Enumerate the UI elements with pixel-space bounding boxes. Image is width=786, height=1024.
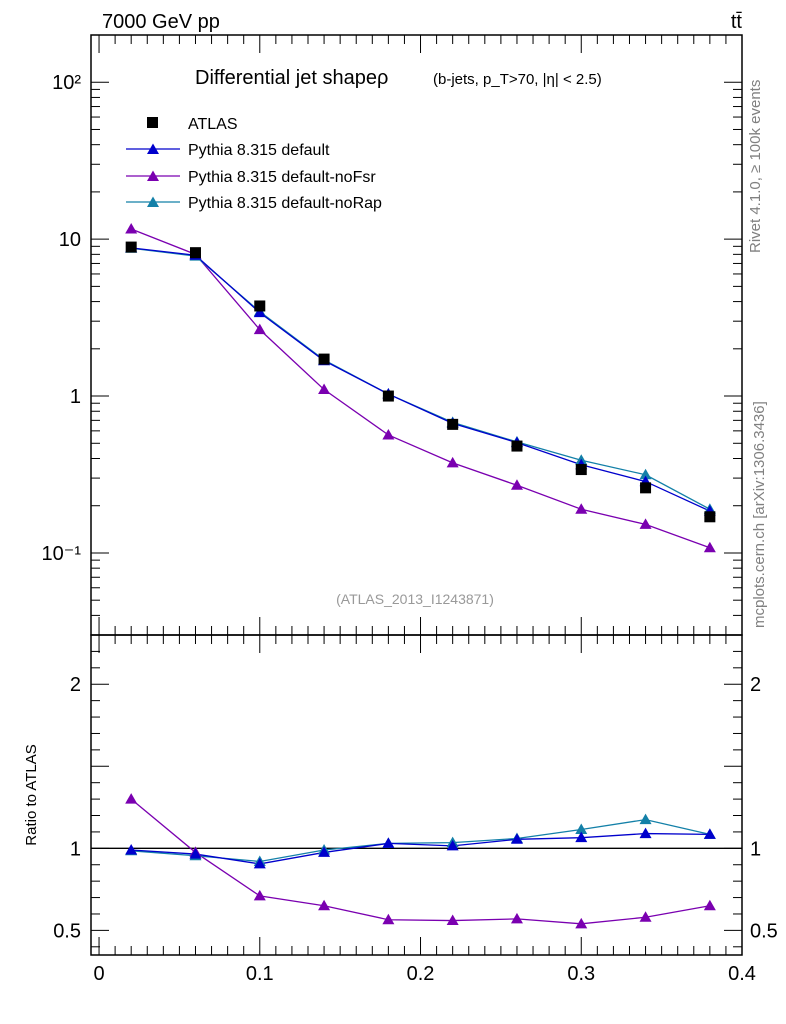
ratio-point-1 [125,793,138,804]
ratio-line-1 [130,798,710,925]
legend: ATLAS Pythia 8.315 default Pythia 8.315 … [126,116,382,212]
atlas-point [125,241,137,253]
series-point-2 [253,323,266,335]
ratio-point-1 [382,913,395,925]
ratio-line-2 [131,818,710,863]
analysis-label: (ATLAS_2013_I1243871) [336,591,494,607]
ratio-y-tick-label: 1 [70,838,81,860]
legend-marker-default [147,143,159,154]
main-axis-ticks: 10⁻¹ 1 10 10² [42,34,743,636]
ratio-point-1 [446,914,459,926]
ratio-y-tick-label-right: 2 [750,674,761,696]
series-line-3 [131,247,711,510]
ratio-point-0 [639,827,652,839]
ratio-point-0 [318,846,331,857]
ratio-point-1 [510,912,523,924]
ratio-point-0 [575,831,588,843]
ratio-point-1 [639,911,652,922]
ratio-point-0 [382,837,395,848]
series-line-1 [131,247,711,512]
rivet-label: Rivet 4.1.0, ≥ 100k events [747,80,764,253]
y-tick-label: 10 [59,229,81,251]
ratio-line-0 [131,832,710,865]
x-tick-label: 0 [93,963,104,985]
ratio-panel: Ratio to ATLAS 0 0.1 0.2 0.3 0.4 0.5 0.5 1 1 2 2 [23,634,778,985]
energy-label: 7000 GeV pp [102,11,220,33]
series-point-2 [639,518,652,529]
ratio-point-0 [189,848,202,859]
ratio-point-1 [253,889,266,901]
atlas-point [189,247,201,259]
series-point-2 [575,503,588,514]
chart-subtitle: (b-jets, p_T>70, |η| < 2.5) [433,71,602,88]
ratio-y-axis-label: Ratio to ATLAS [23,744,40,845]
ratio-point-1 [575,917,588,929]
ratio-y-tick-label-right: 0.5 [750,920,778,942]
legend-label-default: Pythia 8.315 default [188,142,330,159]
x-tick-label: 0.1 [246,963,274,985]
ratio-axis-ticks: 0 0.1 0.2 0.3 0.4 0.5 0.5 1 1 2 2 [53,635,778,985]
legend-label-norap: Pythia 8.315 default-noRap [188,195,382,212]
site-label: mcplots.cern.ch [arXiv:1306.3436] [751,401,768,628]
x-tick-label: 0.4 [728,963,756,985]
y-tick-label: 1 [70,386,81,408]
series-point-2 [318,383,331,395]
legend-label-nofsr: Pythia 8.315 default-noFsr [188,169,376,186]
ratio-y-tick-label-right: 1 [750,838,761,860]
ratio-point-1 [318,899,331,911]
y-tick-label: 10² [52,72,81,94]
ratio-series [125,793,716,929]
ratio-point-2 [639,813,652,825]
atlas-point [382,390,394,402]
series-point-2 [446,456,459,468]
x-tick-label: 0.3 [567,963,595,985]
ratio-point-1 [703,899,716,911]
process-label: tt̄ [731,11,743,33]
ratio-point-0 [253,857,266,869]
legend-marker-atlas [147,117,158,128]
legend-marker-norap [147,196,159,207]
main-panel: Differential jet shapeρ (b-jets, p_T>70,… [42,34,743,636]
series-point-2 [703,541,716,553]
ratio-point-2 [575,823,588,834]
atlas-point [511,440,523,452]
ratio-point-0 [446,839,459,851]
series-point-2 [382,428,395,440]
atlas-point [447,418,459,430]
main-series [125,223,716,553]
series-point-3 [639,468,652,480]
ratio-frame [90,634,743,956]
ratio-y-tick-label: 0.5 [53,920,81,942]
y-tick-label: 10⁻¹ [42,543,82,565]
legend-marker-nofsr [147,170,159,181]
chart-title: Differential jet shapeρ [195,67,388,89]
series-point-1 [253,306,266,318]
atlas-point [704,511,716,523]
atlas-point [254,300,266,312]
ratio-point-0 [703,828,716,839]
series-line-2 [130,228,711,549]
series-point-2 [510,479,523,490]
series-point-2 [125,223,138,234]
atlas-point [575,464,587,476]
ratio-y-tick-label: 2 [70,674,81,696]
ratio-point-0 [125,843,138,855]
atlas-point [318,353,330,365]
atlas-point [640,482,652,494]
legend-label-atlas: ATLAS [188,116,238,133]
ratio-point-0 [510,833,523,844]
x-tick-label: 0.2 [407,963,435,985]
